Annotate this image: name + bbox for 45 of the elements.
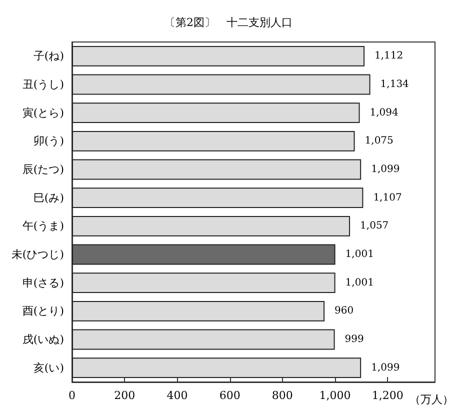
bar xyxy=(72,300,325,322)
bar xyxy=(72,216,350,236)
data-label: 1,112 xyxy=(374,50,404,62)
bar xyxy=(72,74,370,95)
bar xyxy=(72,272,336,294)
x-tick-label: 200 xyxy=(114,389,136,402)
bar xyxy=(72,244,336,265)
x-tick-label: 400 xyxy=(166,389,188,402)
data-label: 1,099 xyxy=(371,362,400,374)
x-axis-title: （万人） xyxy=(409,393,454,406)
bar xyxy=(72,329,335,350)
data-label: 1,107 xyxy=(373,192,402,204)
data-label: 960 xyxy=(334,306,354,317)
data-label: 1,001 xyxy=(345,249,374,260)
y-tick-label: 申(さる) xyxy=(22,276,64,290)
data-label: 1,075 xyxy=(364,136,394,147)
bar xyxy=(72,159,362,180)
data-label: 999 xyxy=(344,334,364,345)
x-tick-label: 0 xyxy=(68,389,76,402)
data-label: 1,001 xyxy=(345,277,374,288)
bar xyxy=(72,130,355,152)
chart-title: 〔第2図〕 十二支別人口 xyxy=(164,16,292,29)
y-tick-label: 子(ね) xyxy=(33,50,64,63)
data-label: 1,099 xyxy=(371,164,400,175)
data-label: 1,057 xyxy=(360,220,389,232)
data-label: 1,094 xyxy=(370,107,398,118)
y-tick-label: 寅(とら) xyxy=(22,106,64,120)
y-tick-label: 未(ひつじ) xyxy=(11,248,64,261)
y-tick-label: 辰(たつ) xyxy=(22,163,64,176)
data-label: 1,134 xyxy=(380,79,409,90)
x-tick-label: 600 xyxy=(219,389,240,402)
y-tick-label: 巳(み) xyxy=(33,191,64,204)
y-tick-label: 丑(うし) xyxy=(22,78,64,91)
bar xyxy=(72,46,365,66)
y-tick-label: 酉(とり) xyxy=(22,304,64,318)
bar xyxy=(72,188,364,208)
y-tick-label: 午(うま) xyxy=(22,220,64,233)
x-tick-label: 1,000 xyxy=(319,389,351,402)
y-tick-label: 戌(いぬ) xyxy=(22,333,64,346)
y-tick-label: 亥(い) xyxy=(33,361,64,374)
bar xyxy=(72,358,362,378)
x-tick-label: 800 xyxy=(272,389,293,402)
bar xyxy=(72,102,360,124)
y-tick-label: 卯(う) xyxy=(33,134,64,148)
x-tick-label: 1,200 xyxy=(372,389,404,402)
